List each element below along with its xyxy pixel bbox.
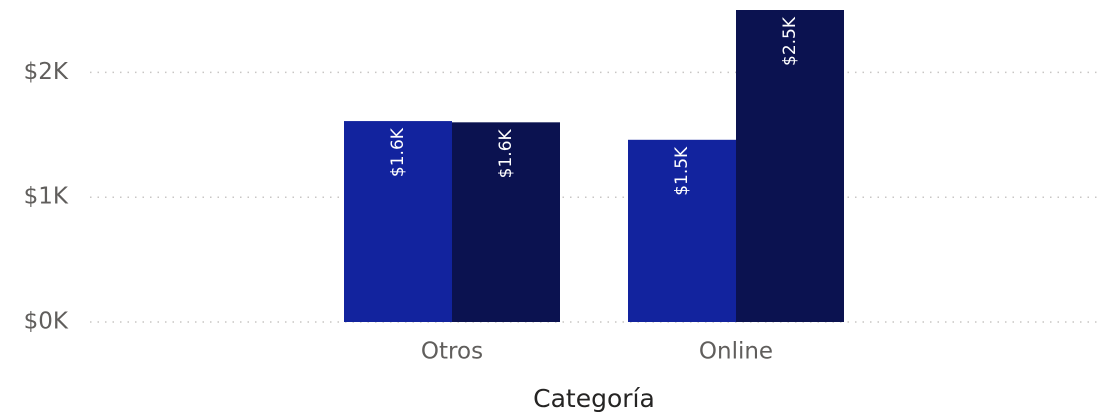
y-tick-label: $1K bbox=[24, 184, 69, 210]
data-label: $1.6K bbox=[496, 128, 516, 178]
x-tick-label: Online bbox=[699, 339, 773, 365]
data-label: $1.5K bbox=[672, 146, 692, 196]
x-axis-title: Categoría bbox=[533, 384, 655, 413]
y-tick-label: $0K bbox=[24, 309, 69, 335]
y-tick-label: $2K bbox=[24, 59, 69, 85]
x-tick-label: Otros bbox=[421, 339, 483, 365]
bar bbox=[736, 10, 844, 322]
data-label: $2.5K bbox=[780, 16, 800, 66]
bar bbox=[344, 121, 452, 323]
bar bbox=[628, 139, 736, 322]
bar bbox=[452, 122, 560, 322]
data-label: $1.6K bbox=[388, 127, 408, 177]
